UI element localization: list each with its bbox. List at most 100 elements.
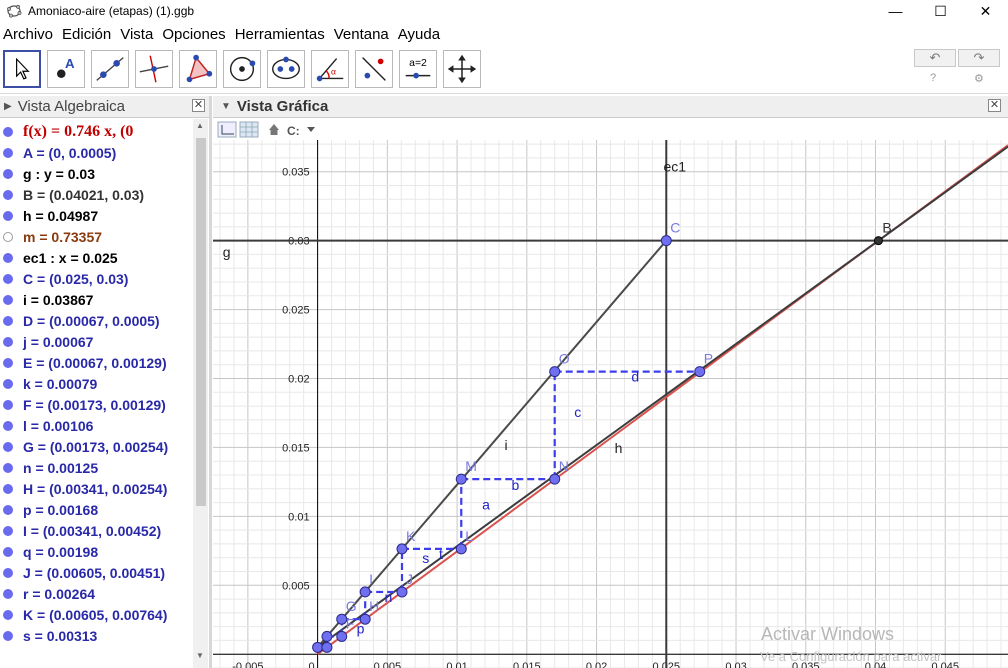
point-I[interactable] — [359, 586, 371, 598]
visibility-toggle-icon[interactable] — [3, 609, 13, 620]
undo-button[interactable]: ↶ — [914, 49, 956, 67]
polygon-tool-button[interactable] — [179, 50, 217, 88]
point-B[interactable] — [873, 236, 883, 246]
point-N[interactable] — [549, 473, 561, 485]
visibility-toggle-icon[interactable] — [3, 504, 13, 515]
algebra-item[interactable]: B = (0.04021, 0.03) — [0, 184, 144, 205]
menu-edición[interactable]: Edición — [62, 25, 112, 43]
reflect-tool-button[interactable] — [355, 50, 393, 88]
visibility-toggle-icon[interactable] — [3, 210, 13, 221]
visibility-toggle-icon[interactable] — [3, 483, 13, 494]
point-P[interactable] — [694, 366, 706, 378]
operating-line-h[interactable] — [317, 145, 1008, 649]
menu-ayuda[interactable]: Ayuda — [397, 25, 441, 43]
redo-button[interactable]: ↷ — [958, 49, 1000, 67]
scroll-down-icon[interactable]: ▼ — [196, 651, 204, 660]
graphics-close-button[interactable]: ✕ — [988, 99, 1001, 112]
visibility-toggle-icon[interactable] — [3, 231, 13, 242]
show-grid-button[interactable] — [239, 121, 259, 138]
show-axes-button[interactable] — [217, 121, 237, 138]
algebra-item[interactable]: r = 0.00264 — [0, 583, 95, 604]
visibility-toggle-icon[interactable] — [3, 441, 13, 452]
graphics-view[interactable]: -0.005 0 0.005 0.01 0.015 0.02 0.025 0.03 0.035 0… — [213, 140, 1008, 668]
home-icon[interactable] — [269, 124, 279, 135]
visibility-toggle-icon[interactable] — [3, 315, 13, 326]
ellipse-tool-button[interactable] — [267, 50, 305, 88]
visibility-toggle-icon[interactable] — [3, 462, 13, 473]
algebra-close-button[interactable]: ✕ — [192, 99, 205, 112]
visibility-toggle-icon[interactable] — [3, 378, 13, 389]
algebra-item[interactable]: j = 0.00067 — [0, 331, 93, 352]
visibility-toggle-icon[interactable] — [3, 189, 13, 200]
algebra-item[interactable]: G = (0.00173, 0.00254) — [0, 436, 168, 457]
move-tool-button[interactable] — [3, 50, 41, 88]
point-M[interactable] — [455, 473, 467, 485]
algebra-item[interactable]: n = 0.00125 — [0, 457, 98, 478]
visibility-toggle-icon[interactable] — [3, 273, 13, 284]
point-tool-button[interactable]: A — [47, 50, 85, 88]
algebra-item[interactable]: D = (0.00067, 0.0005) — [0, 310, 160, 331]
visibility-toggle-icon[interactable] — [3, 525, 13, 536]
move-graphics-tool-button[interactable] — [443, 50, 481, 88]
menu-ventana[interactable]: Ventana — [333, 25, 389, 43]
visibility-toggle-icon[interactable] — [3, 546, 13, 557]
algebra-item[interactable]: F = (0.00173, 0.00129) — [0, 394, 166, 415]
algebra-item[interactable]: s = 0.00313 — [0, 625, 97, 646]
operating-line-i[interactable] — [316, 239, 668, 648]
scroll-up-icon[interactable]: ▲ — [196, 121, 204, 130]
algebra-item[interactable]: h = 0.04987 — [0, 205, 98, 226]
line-tool-button[interactable] — [91, 50, 129, 88]
algebra-item[interactable]: m = 0.73357 — [0, 226, 102, 247]
visibility-toggle-icon[interactable] — [3, 420, 13, 431]
point-J[interactable] — [396, 586, 408, 598]
visibility-toggle-icon[interactable] — [3, 252, 13, 263]
menu-vista[interactable]: Vista — [120, 25, 154, 43]
slider-tool-button[interactable]: a=2 — [399, 50, 437, 88]
visibility-toggle-icon[interactable] — [3, 567, 13, 578]
collapse-arrow-icon[interactable]: ▼ — [221, 101, 231, 112]
algebra-item[interactable]: p = 0.00168 — [0, 499, 98, 520]
point-K[interactable] — [396, 543, 408, 555]
point-capturing-icon[interactable]: C: — [287, 124, 315, 138]
visibility-toggle-icon[interactable] — [3, 147, 13, 158]
circle-tool-button[interactable] — [223, 50, 261, 88]
point-D[interactable] — [321, 641, 333, 653]
maximize-button[interactable]: ☐ — [934, 2, 947, 19]
algebra-item[interactable]: g : y = 0.03 — [0, 163, 95, 184]
algebra-item[interactable]: ec1 : x = 0.025 — [0, 247, 118, 268]
point-O[interactable] — [549, 366, 561, 378]
visibility-toggle-icon[interactable] — [3, 630, 13, 641]
algebra-item[interactable]: q = 0.00198 — [0, 541, 98, 562]
visibility-toggle-icon[interactable] — [3, 168, 13, 179]
point-L[interactable] — [455, 543, 467, 555]
point-H[interactable] — [359, 613, 371, 625]
point-C[interactable] — [660, 235, 672, 247]
collapse-arrow-icon[interactable]: ▶ — [4, 101, 12, 112]
point-E[interactable] — [321, 630, 333, 642]
visibility-toggle-icon[interactable] — [3, 357, 13, 368]
algebra-item[interactable]: A = (0, 0.0005) — [0, 142, 116, 163]
graphics-canvas[interactable]: -0.005 0 0.005 0.01 0.015 0.02 0.025 0.03 0.035 0… — [213, 140, 1008, 668]
panel-divider[interactable] — [209, 96, 212, 668]
algebra-item[interactable]: i = 0.03867 — [0, 289, 93, 310]
algebra-item[interactable]: H = (0.00341, 0.00254) — [0, 478, 167, 499]
algebra-item[interactable]: f(x) = 0.746 x, (0 — [0, 121, 133, 142]
algebra-scroll-thumb[interactable] — [196, 138, 206, 506]
point-A[interactable] — [312, 641, 324, 653]
algebra-item[interactable]: C = (0.025, 0.03) — [0, 268, 128, 289]
algebra-item[interactable]: E = (0.00067, 0.00129) — [0, 352, 167, 373]
algebra-item[interactable]: k = 0.00079 — [0, 373, 97, 394]
visibility-toggle-icon[interactable] — [3, 294, 13, 305]
visibility-toggle-icon[interactable] — [3, 588, 13, 599]
perpendicular-line-tool-button[interactable] — [135, 50, 173, 88]
menu-herramientas[interactable]: Herramientas — [234, 25, 325, 43]
close-window-button[interactable]: ✕ — [979, 2, 992, 19]
menu-opciones[interactable]: Opciones — [162, 25, 226, 43]
angle-tool-button[interactable]: α — [311, 50, 349, 88]
algebra-item[interactable]: K = (0.00605, 0.00764) — [0, 604, 167, 625]
visibility-toggle-icon[interactable] — [3, 336, 13, 347]
minimize-button[interactable]: — — [888, 3, 903, 19]
help-icon[interactable]: ? — [930, 72, 937, 84]
menu-archivo[interactable]: Archivo — [3, 25, 54, 43]
visibility-toggle-icon[interactable] — [3, 399, 13, 410]
